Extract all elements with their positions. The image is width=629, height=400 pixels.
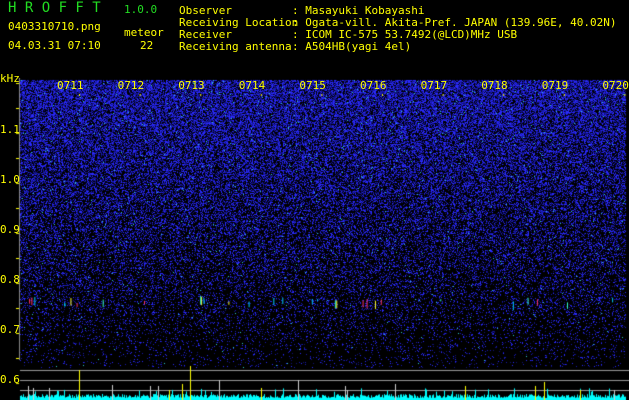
- y-tick-label: 0.8: [0, 273, 20, 286]
- x-tick-label: 0712: [117, 79, 145, 92]
- meteor-label: meteor: [124, 26, 164, 39]
- spectrogram: [0, 78, 629, 400]
- x-tick-label: 0716: [360, 79, 387, 92]
- observer-value: : Masayuki Kobayashi: [292, 4, 425, 17]
- x-tick-label: 0711: [57, 79, 84, 92]
- observer-label: Observer: [179, 4, 232, 17]
- antenna-value: : A504HB(yagi 4el): [292, 40, 412, 53]
- y-tick-label: 1.0: [0, 173, 20, 186]
- y-tick-label: 0.9: [0, 223, 20, 236]
- x-tick-label: 0715: [299, 79, 326, 92]
- y-tick-label: 0.6: [0, 373, 20, 386]
- antenna-label: Receiving antenna: [179, 40, 292, 53]
- app-version: 1.0.0: [124, 3, 158, 16]
- x-tick-label: 0719: [541, 79, 569, 92]
- location-value: : Ogata-vill. Akita-Pref. JAPAN (139.96E…: [292, 16, 617, 29]
- meteor-count: 22: [140, 39, 154, 52]
- y-tick-label: 0.7: [0, 323, 20, 336]
- datetime: 04.03.31 07:10: [8, 39, 101, 52]
- y-tick-label: 1.1: [0, 123, 20, 136]
- x-tick-label: 0718: [481, 79, 508, 92]
- receiver-label: Receiver: [179, 28, 232, 41]
- y-unit-label: kHz: [0, 72, 20, 85]
- x-tick-label: 0713: [178, 79, 205, 92]
- x-tick-label: 0720: [602, 79, 629, 92]
- x-tick-label: 0717: [420, 79, 448, 92]
- location-label: Receiving Location: [179, 16, 299, 29]
- file-name: 0403310710.png: [8, 20, 101, 33]
- x-tick-label: 0714: [238, 79, 266, 92]
- app-title: H R O F F T: [8, 0, 101, 16]
- receiver-value: : ICOM IC-575 53.7492(@LCD)MHz USB: [292, 28, 518, 41]
